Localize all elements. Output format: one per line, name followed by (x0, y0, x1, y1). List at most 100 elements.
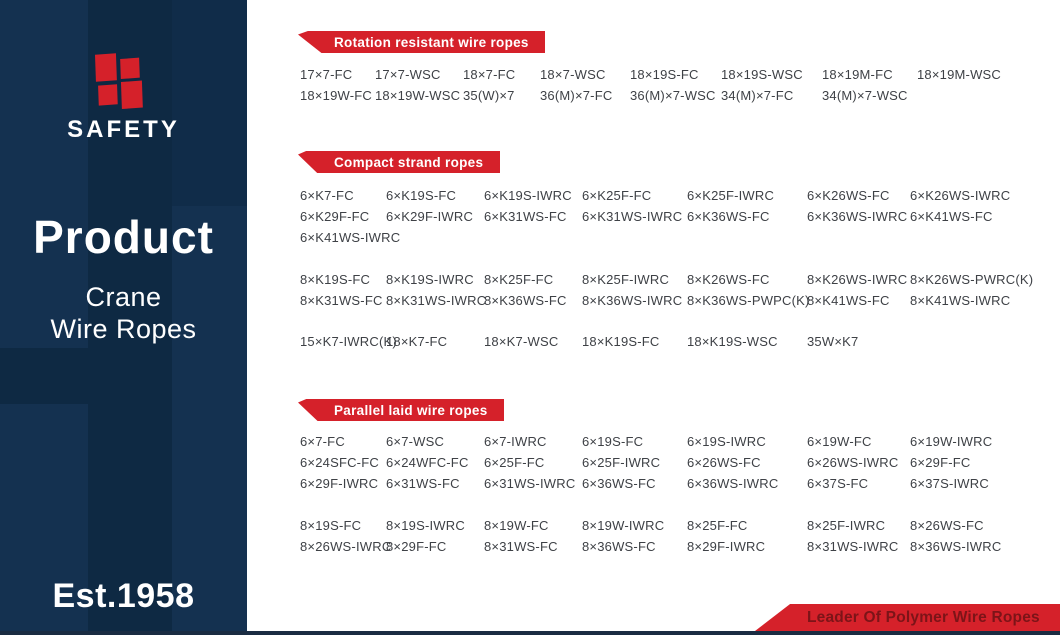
rope-code: 8×19S-IWRC (386, 518, 465, 533)
rope-code: 6×K29F-IWRC (386, 209, 474, 224)
rope-code: 8×19S-FC (300, 518, 362, 533)
rope-block-compact-6k: 6×K7-FC 6×K19S-FC 6×K19S-IWRC 6×K25F-FC 6×K2… (300, 185, 1060, 248)
rope-code: 6×7-IWRC (484, 434, 547, 449)
brand-name: SAFETY (67, 116, 180, 143)
rope-row: 6×29F-IWRC 6×31WS-FC 6×31WS-IWRC 6×36WS-FC 6… (300, 473, 1060, 494)
rope-code: 6×26WS-IWRC (807, 455, 899, 470)
rope-code: 8×K19S-FC (300, 272, 371, 287)
page-subtitle: Crane Wire Ropes (0, 281, 247, 345)
rope-code: 6×K41WS-FC (910, 209, 993, 224)
page-subtitle-line2: Wire Ropes (50, 314, 197, 344)
rope-code: 8×26WS-FC (910, 518, 984, 533)
rope-code: 36(M)×7-FC (540, 88, 613, 103)
rope-code: 6×7-FC (300, 434, 345, 449)
rope-row: 8×26WS-IWRC 8×29F-FC 8×31WS-FC 8×36WS-FC 8×2… (300, 536, 1060, 557)
rope-code: 6×31WS-FC (386, 476, 460, 491)
rope-code: 34(M)×7-FC (721, 88, 794, 103)
section-header-rotation-resistant: Rotation resistant wire ropes (298, 31, 545, 53)
rope-block-parallel-8: 8×19S-FC 8×19S-IWRC 8×19W-FC 8×19W-IWRC 8×25… (300, 515, 1060, 557)
rope-code: 8×31WS-IWRC (807, 539, 899, 554)
rope-block-compact-multi: 15×K7-IWRC(K) 18×K7-FC 18×K7-WSC 18×K19S-FC… (300, 331, 1060, 352)
rope-code: 18×19S-WSC (721, 67, 803, 82)
rope-row: 8×19S-FC 8×19S-IWRC 8×19W-FC 8×19W-IWRC 8×25… (300, 515, 1060, 536)
rope-code: 6×24WFC-FC (386, 455, 469, 470)
rope-code: 8×K31WS-FC (300, 293, 383, 308)
rope-code: 6×K29F-FC (300, 209, 370, 224)
rope-code: 8×19W-FC (484, 518, 549, 533)
rope-code: 18×K19S-WSC (687, 334, 778, 349)
rope-code: 8×K36WS-FC (484, 293, 567, 308)
rope-code: 8×K25F-FC (484, 272, 554, 287)
rope-code: 18×K7-WSC (484, 334, 559, 349)
rope-code: 18×7-FC (463, 67, 516, 82)
rope-code: 6×19S-FC (582, 434, 644, 449)
rope-code: 8×K41WS-FC (807, 293, 890, 308)
rope-code: 6×K26WS-FC (807, 188, 890, 203)
rope-code: 34(M)×7-WSC (822, 88, 908, 103)
rope-code: 6×K26WS-IWRC (910, 188, 1011, 203)
rope-code: 6×37S-FC (807, 476, 869, 491)
rope-row: 17×7-FC 17×7-WSC 18×7-FC 18×7-WSC 18×19S-FC 1… (300, 64, 1060, 85)
rope-code: 8×25F-FC (687, 518, 748, 533)
rope-code: 18×K19S-FC (582, 334, 660, 349)
rope-row: 6×24SFC-FC 6×24WFC-FC 6×25F-FC 6×25F-IWRC 6×… (300, 452, 1060, 473)
rope-code: 8×25F-IWRC (807, 518, 886, 533)
rope-row: 6×K41WS-IWRC (300, 227, 1060, 248)
rope-code: 6×19W-IWRC (910, 434, 993, 449)
rope-code: 35W×K7 (807, 334, 859, 349)
sidebar-decor-band-horizontal (0, 348, 172, 404)
sidebar-content: SAFETY Product Crane Wire Ropes Est.1958 (0, 0, 247, 635)
rope-code: 8×K25F-IWRC (582, 272, 670, 287)
rope-code: 17×7-WSC (375, 67, 441, 82)
rope-block-compact-8k: 8×K19S-FC 8×K19S-IWRC 8×K25F-FC 8×K25F-IWRC… (300, 269, 1060, 311)
rope-code: 6×K25F-FC (582, 188, 652, 203)
rope-code: 8×36WS-IWRC (910, 539, 1002, 554)
rope-code: 8×K36WS-PWPC(K) (687, 293, 810, 308)
rope-code: 18×19M-WSC (917, 67, 1001, 82)
rope-sections: Rotation resistant wire ropes 17×7-FC 17×… (247, 0, 1060, 635)
rope-code: 8×29F-IWRC (687, 539, 766, 554)
rope-row: 6×7-FC 6×7-WSC 6×7-IWRC 6×19S-FC 6×19S-IWRC 6… (300, 431, 1060, 452)
rope-code: 6×29F-IWRC (300, 476, 379, 491)
page-subtitle-line1: Crane (85, 282, 162, 312)
rope-code: 6×25F-IWRC (582, 455, 661, 470)
rope-code: 6×36WS-FC (582, 476, 656, 491)
rope-code: 6×K41WS-IWRC (300, 230, 401, 245)
rope-code: 8×K26WS-FC (687, 272, 770, 287)
rope-code: 6×31WS-IWRC (484, 476, 576, 491)
rope-code: 8×36WS-FC (582, 539, 656, 554)
sidebar: SAFETY Product Crane Wire Ropes Est.1958 (0, 0, 247, 635)
rope-code: 8×K31WS-IWRC (386, 293, 487, 308)
rope-code: 6×K31WS-FC (484, 209, 567, 224)
rope-code: 8×K19S-IWRC (386, 272, 474, 287)
rope-code: 8×26WS-IWRC (300, 539, 392, 554)
rope-code: 18×K7-FC (386, 334, 448, 349)
rope-code: 6×K19S-IWRC (484, 188, 572, 203)
rope-block-parallel-6: 6×7-FC 6×7-WSC 6×7-IWRC 6×19S-FC 6×19S-IWRC 6… (300, 431, 1060, 494)
rope-code: 18×19W-FC (300, 88, 373, 103)
rope-code: 6×36WS-IWRC (687, 476, 779, 491)
rope-code: 17×7-FC (300, 67, 353, 82)
rope-code: 35(W)×7 (463, 88, 515, 103)
rope-code: 6×K19S-FC (386, 188, 457, 203)
rope-row: 8×K31WS-FC 8×K31WS-IWRC 8×K36WS-FC 8×K36WS-… (300, 290, 1060, 311)
rope-code: 6×29F-FC (910, 455, 971, 470)
rope-row: 6×K29F-FC 6×K29F-IWRC 6×K31WS-FC 6×K31WS-IW… (300, 206, 1060, 227)
rope-code: 6×19W-FC (807, 434, 872, 449)
rope-code: 8×K36WS-IWRC (582, 293, 683, 308)
rope-code: 18×7-WSC (540, 67, 606, 82)
safety-s-blocks-icon (95, 53, 143, 110)
footer-tagline-banner: Leader Of Polymer Wire Ropes (755, 604, 1060, 631)
rope-code: 8×31WS-FC (484, 539, 558, 554)
rope-code: 8×K26WS-IWRC (807, 272, 908, 287)
rope-code: 8×19W-IWRC (582, 518, 665, 533)
rope-row: 18×19W-FC 18×19W-WSC 35(W)×7 36(M)×7-FC 36(M… (300, 85, 1060, 106)
rope-code: 8×29F-FC (386, 539, 447, 554)
rope-code: 6×19S-IWRC (687, 434, 766, 449)
page-title: Product (33, 211, 214, 263)
rope-code: 6×K36WS-FC (687, 209, 770, 224)
rope-code: 8×K26WS-PWRC(K) (910, 272, 1034, 287)
sidebar-decor-band-right (172, 0, 247, 206)
rope-code: 18×19W-WSC (375, 88, 461, 103)
